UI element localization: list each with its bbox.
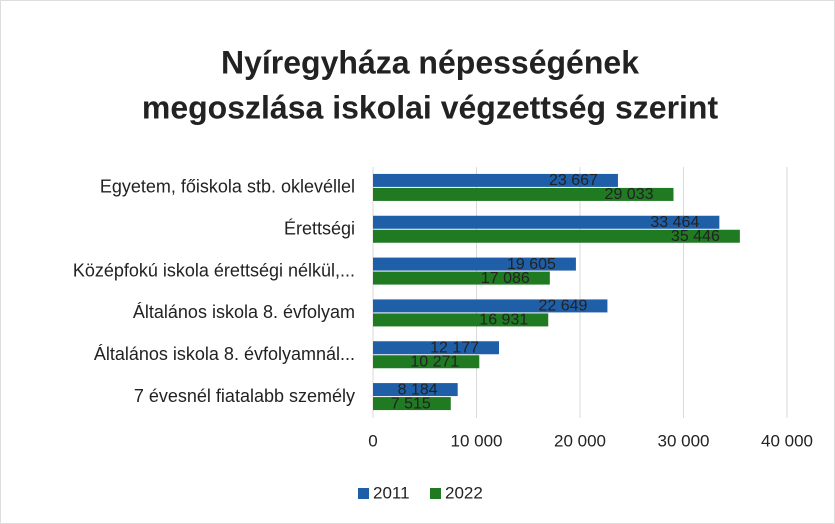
data-label: 7 515 [391, 395, 431, 412]
bar [373, 299, 608, 313]
bar [373, 355, 480, 369]
bar [373, 215, 720, 229]
data-label: 17 086 [481, 270, 530, 287]
legend-swatch [358, 488, 369, 499]
legend-label: 2011 [373, 483, 410, 502]
data-label: 22 649 [538, 298, 587, 315]
legend-label: 2022 [445, 483, 483, 502]
data-label: 19 605 [507, 256, 556, 273]
bar [373, 397, 451, 411]
data-label: 35 446 [671, 228, 720, 245]
legend-swatch [430, 488, 441, 499]
y-tick-label: Középfokú iskola érettségi nélkül,... [73, 260, 355, 280]
bar [373, 173, 618, 187]
bar [373, 257, 576, 271]
x-tick-label: 0 [368, 431, 377, 450]
data-label: 29 033 [605, 186, 654, 203]
chart-title-line: Nyíregyháza népességének [221, 44, 639, 80]
bar [373, 341, 500, 355]
bar [373, 313, 549, 327]
x-tick-label: 40 000 [761, 431, 813, 450]
data-label: 16 931 [479, 312, 528, 329]
bar [373, 187, 674, 201]
data-label: 23 667 [549, 172, 598, 189]
x-tick-label: 20 000 [554, 431, 606, 450]
y-tick-label: Általános iskola 8. évfolyamnál... [94, 344, 355, 364]
x-tick-label: 30 000 [658, 431, 710, 450]
chart-title-line: megoszlása iskolai végzettség szerint [142, 89, 719, 125]
bar [373, 383, 458, 397]
data-label: 33 464 [650, 214, 699, 231]
bar [373, 229, 740, 243]
bar [373, 271, 550, 285]
y-tick-label: Egyetem, főiskola stb. oklevéllel [100, 177, 355, 197]
y-tick-label: 7 évesnél fiatalabb személy [134, 386, 355, 406]
x-tick-label: 10 000 [451, 431, 503, 450]
data-label: 10 271 [410, 353, 459, 370]
data-label: 12 177 [430, 339, 479, 356]
y-tick-label: Általános iskola 8. évfolyam [133, 302, 355, 322]
y-tick-label: Érettségi [284, 219, 355, 239]
data-label: 8 184 [398, 381, 438, 398]
